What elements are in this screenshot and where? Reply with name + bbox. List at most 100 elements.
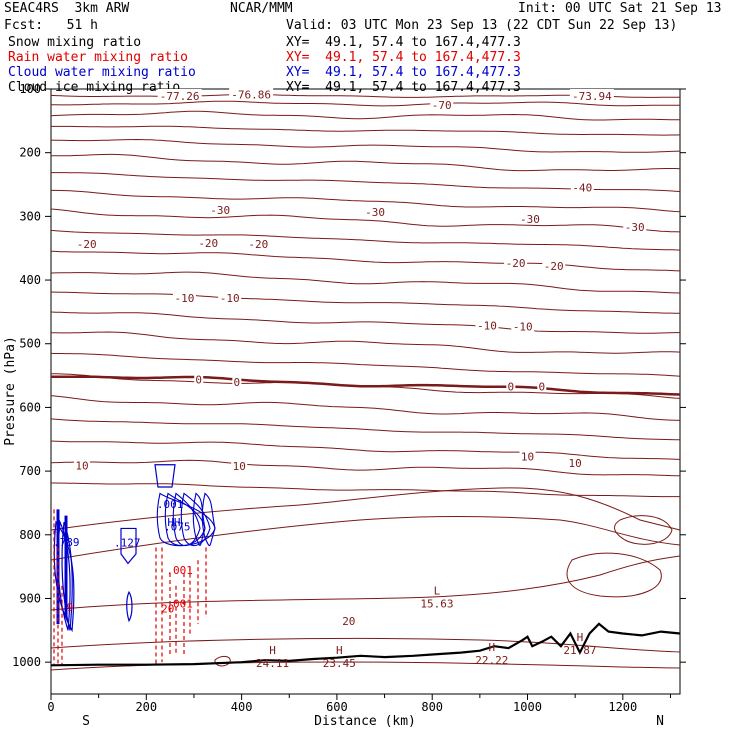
x-tick-label: 0 (47, 700, 54, 714)
isotherm-label: -20 (198, 237, 218, 250)
isotherm-label: 10 (521, 450, 534, 463)
isotherm-line (50, 487, 681, 531)
rain-water-label: 9 (67, 601, 74, 614)
isotherm-label: -30 (625, 221, 645, 234)
extremum-value: 21.87 (563, 644, 596, 657)
x-tick-label: 600 (326, 700, 348, 714)
extremum-marker: H (577, 631, 584, 644)
isotherm-line (50, 418, 681, 441)
isotherm-label-bg (511, 319, 535, 332)
model-title: SEAC4RS 3km ARW (4, 1, 130, 16)
x-tick-label: 200 (135, 700, 157, 714)
isotherm-label-bg (157, 89, 202, 102)
isotherm-label-bg (246, 236, 270, 249)
cloud-water-label: .075 (164, 521, 191, 534)
organization-label: NCAR/MMM (230, 1, 293, 16)
isotherm-line (50, 459, 681, 477)
extremum-value: 15.63 (420, 598, 453, 611)
isotherm-label-bg (75, 236, 99, 249)
isotherm-line (50, 661, 681, 671)
isotherm-label: 10 (569, 457, 582, 470)
north-end-label: N (656, 714, 664, 729)
y-axis-label: Pressure (hPa) (3, 336, 18, 446)
x-tick-label: 1000 (513, 700, 542, 714)
y-tick-label: 200 (19, 146, 41, 160)
isotherm-line (51, 482, 680, 498)
isotherm-line (50, 208, 681, 233)
y-tick-label: 300 (19, 209, 41, 223)
isotherm-label: -20 (77, 238, 97, 251)
y-tick-label: 600 (19, 400, 41, 414)
isotherm-label: -30 (520, 213, 540, 226)
isotherm-label-bg (218, 290, 242, 303)
x-axis-label: Distance (km) (314, 714, 416, 729)
isotherm-line (50, 352, 681, 377)
forecast-hour: Fcst: 51 h (4, 18, 98, 33)
isotherm-label: 10 (75, 459, 88, 472)
isotherm-line (50, 229, 681, 251)
isotherm-label: -77.26 (160, 90, 200, 103)
extremum-value: 23.45 (323, 657, 356, 670)
y-tick-label: 700 (19, 464, 41, 478)
valid-time: Valid: 03 UTC Mon 23 Sep 13 (22 CDT Sun … (286, 18, 678, 33)
isotherm-label-bg (73, 458, 90, 471)
cloud-water-label: .001 (157, 498, 184, 511)
isotherm-label-bg (569, 89, 614, 102)
isotherm-label: -10 (477, 319, 497, 332)
isotherm-line (50, 291, 680, 314)
y-tick-label: 400 (19, 273, 41, 287)
terrain-layer (50, 622, 681, 667)
isotherm-line (50, 250, 681, 272)
isotherm-label: -10 (174, 292, 194, 305)
isotherm-label-bg (231, 459, 248, 472)
isotherm-label-bg (194, 372, 204, 385)
isotherm-label: -76.86 (231, 89, 271, 102)
extremum-marker: H (488, 641, 495, 654)
cloud-water-contour (53, 520, 75, 633)
x-tick-label: 800 (421, 700, 443, 714)
isotherm-label-bg (232, 374, 242, 387)
field-name-rain: Rain water mixing ratio (8, 50, 189, 65)
y-tick-label: 900 (19, 591, 41, 605)
temperature-contours (50, 94, 681, 671)
axes-layer: 0 200 400 600 800 1000 12001002003004005006007… (12, 82, 686, 714)
y-tick-label: 100 (19, 82, 41, 96)
isotherm-line (50, 637, 681, 653)
extremum-marker: H (269, 644, 276, 657)
isotherm-label-bg (570, 180, 594, 193)
isotherm-line (51, 153, 681, 172)
isotherm-label-bg (340, 613, 357, 626)
isotherm-label: -10 (220, 292, 240, 305)
isotherm-label: 0 (234, 376, 241, 389)
cloud-water-contour (180, 492, 211, 547)
cloud-water-contour (154, 464, 176, 488)
closed-contour (566, 552, 662, 598)
isotherm-line (50, 516, 681, 561)
cloud-water-contour (126, 590, 133, 623)
closed-contour (614, 515, 673, 545)
isotherm-label: -30 (210, 204, 230, 217)
isotherm-label-bg (172, 290, 196, 303)
y-tick-label: 800 (19, 528, 41, 542)
isotherm-label: -20 (506, 257, 526, 270)
isotherm-line (50, 110, 680, 121)
isotherm-label: 0 (538, 380, 545, 393)
isotherm-label-bg (542, 259, 566, 272)
field-name-snow: Snow mixing ratio (8, 35, 142, 50)
cloud-water-label: .789 (53, 536, 80, 549)
cloud-water-contour (192, 492, 206, 547)
isotherm-label: -10 (513, 321, 533, 334)
isotherm-label-bg (363, 204, 387, 217)
x-tick-label: 400 (231, 700, 253, 714)
cloud-water-contour (61, 521, 73, 631)
isotherm-label-bg (537, 379, 547, 392)
isotherm-label-bg (567, 455, 584, 468)
isotherm-line (50, 440, 681, 460)
x-tick-label: 1200 (608, 700, 637, 714)
cloud-water-contour (172, 492, 201, 547)
isotherm-label: -20 (248, 238, 268, 251)
isotherm-line (50, 100, 680, 107)
isotherm-label-bg (430, 97, 454, 110)
isotherm-label: -70 (432, 99, 452, 112)
